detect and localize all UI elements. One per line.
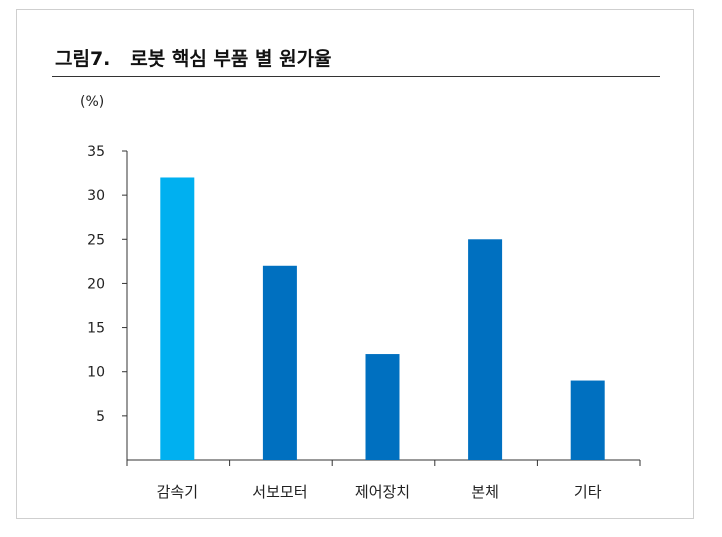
x-category-label: 서보모터 (252, 483, 307, 501)
figure-title: 그림7. 로봇 핵심 부품 별 원가율 (55, 44, 332, 71)
y-tick-label: 10 (87, 365, 105, 381)
y-tick-label: 30 (87, 188, 105, 204)
bar (365, 354, 400, 460)
y-tick-label: 15 (87, 321, 105, 337)
chart-title: 로봇 핵심 부품 별 원가율 (130, 48, 332, 70)
x-category-label: 기타 (574, 483, 602, 501)
figure-label: 그림7. (55, 48, 111, 70)
bar (570, 380, 605, 460)
bar (262, 265, 297, 460)
y-unit-label: (%) (80, 94, 104, 110)
bar (160, 177, 195, 460)
y-tick-label: 25 (87, 232, 105, 248)
y-tick-label: 35 (87, 144, 105, 160)
y-tick-label: 20 (87, 276, 105, 292)
y-tick-label: 5 (96, 409, 105, 425)
x-category-label: 감속기 (157, 483, 198, 501)
x-category-label: 제어장치 (355, 483, 410, 501)
title-rule (52, 76, 660, 77)
x-category-label: 본체 (471, 483, 499, 501)
bar (468, 239, 503, 460)
figure-frame (16, 9, 694, 519)
